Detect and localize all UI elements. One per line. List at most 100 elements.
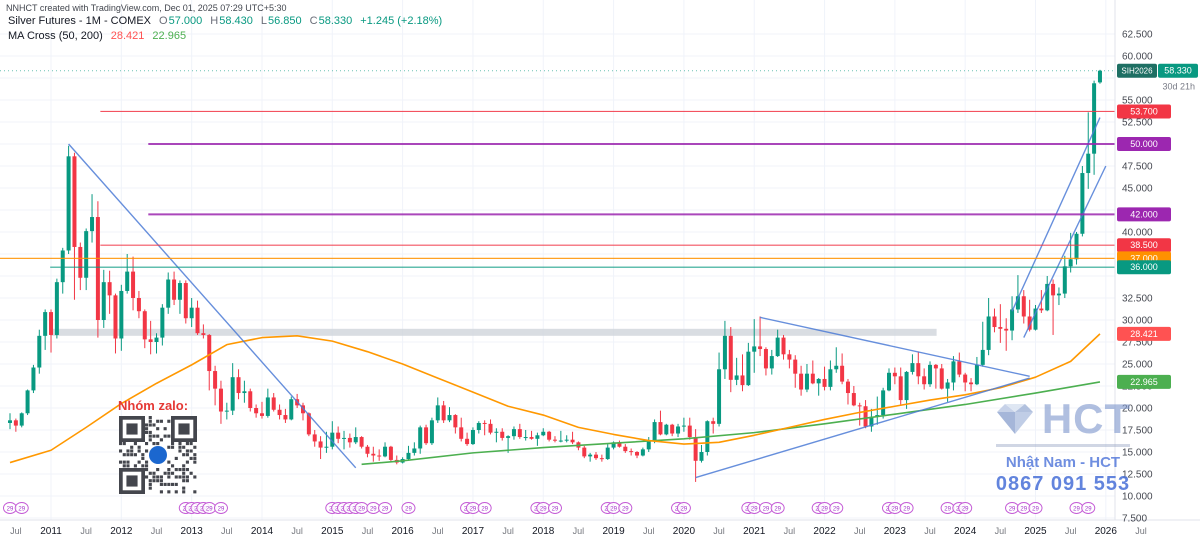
event-marker[interactable]: 29 bbox=[401, 502, 416, 514]
indicator-title[interactable]: MA Cross (50, 200) bbox=[8, 30, 103, 42]
symbol-title[interactable]: Silver Futures - 1M - COMEX bbox=[8, 15, 152, 27]
candle bbox=[658, 410, 663, 436]
svg-text:Jul: Jul bbox=[924, 526, 936, 536]
candle bbox=[840, 353, 845, 385]
event-marker[interactable]: 29 bbox=[676, 502, 691, 514]
svg-text:29: 29 bbox=[552, 507, 559, 513]
event-marker[interactable]: 29 bbox=[3, 502, 17, 514]
candle bbox=[529, 430, 534, 440]
hct-logo: HCT bbox=[968, 396, 1158, 441]
candle bbox=[646, 437, 651, 452]
event-marker[interactable]: 29 bbox=[606, 502, 621, 514]
candle bbox=[31, 364, 36, 394]
candle bbox=[201, 324, 206, 339]
candle bbox=[1092, 80, 1097, 175]
event-marker[interactable]: 29 bbox=[747, 502, 762, 514]
candle bbox=[95, 201, 100, 338]
svg-text:Jul: Jul bbox=[221, 526, 233, 536]
candle bbox=[781, 334, 786, 360]
candle bbox=[365, 444, 370, 458]
trend-line-channel-lower[interactable] bbox=[1023, 165, 1107, 338]
price-label-42.000[interactable] bbox=[1117, 207, 1171, 222]
event-marker[interactable]: 29 bbox=[758, 502, 773, 514]
event-marker[interactable]: 29 bbox=[1069, 502, 1084, 514]
candle bbox=[1015, 275, 1020, 313]
candle bbox=[582, 445, 587, 459]
svg-text:2021: 2021 bbox=[743, 526, 766, 537]
event-marker[interactable]: 29 bbox=[770, 502, 785, 514]
candle bbox=[769, 349, 774, 375]
event-marker[interactable]: 29 bbox=[829, 502, 844, 514]
contract-symbol-badge[interactable] bbox=[1117, 63, 1157, 78]
svg-text:42.000: 42.000 bbox=[1130, 209, 1158, 219]
support-zone[interactable] bbox=[50, 328, 937, 336]
candle bbox=[717, 352, 722, 427]
candle bbox=[342, 430, 347, 450]
price-label-38.500[interactable] bbox=[1117, 238, 1171, 253]
event-marker[interactable]: 29 bbox=[465, 502, 480, 514]
event-marker[interactable]: 29 bbox=[547, 502, 562, 514]
ma50-price-label[interactable] bbox=[1117, 326, 1171, 341]
last-price-badge[interactable] bbox=[1158, 63, 1198, 78]
svg-text:29: 29 bbox=[7, 507, 14, 513]
ma50-line[interactable] bbox=[9, 333, 1101, 464]
trend-line-triangle-lower[interactable] bbox=[695, 377, 1030, 479]
open-pair: O 57.000 bbox=[159, 15, 202, 27]
candle bbox=[635, 451, 640, 459]
price-label-53.700[interactable] bbox=[1117, 104, 1171, 119]
svg-text:15.000: 15.000 bbox=[1122, 448, 1153, 459]
svg-text:2018: 2018 bbox=[532, 526, 555, 537]
event-marker[interactable]: 29 bbox=[1005, 502, 1020, 514]
svg-text:Jul: Jul bbox=[643, 526, 655, 536]
candle bbox=[166, 272, 171, 314]
candle bbox=[459, 417, 464, 442]
event-marker[interactable]: 29 bbox=[213, 502, 228, 514]
event-marker[interactable]: 29 bbox=[1016, 502, 1031, 514]
event-marker[interactable]: 29 bbox=[14, 502, 29, 514]
contract-countdown: 30d 21h bbox=[1162, 82, 1195, 92]
candle bbox=[740, 354, 745, 392]
time-scale[interactable]: Jul 2011 Jul 2012 Jul 2013 Jul 2014 Jul 2015 Jul 20… bbox=[10, 526, 1147, 537]
candle bbox=[347, 433, 352, 448]
event-marker[interactable]: 29 bbox=[536, 502, 551, 514]
candle bbox=[599, 454, 604, 462]
trend-line-downtrend-2011-2015[interactable] bbox=[68, 143, 357, 469]
svg-text:20.000: 20.000 bbox=[1122, 404, 1153, 415]
event-marker[interactable]: 29 bbox=[940, 502, 955, 514]
event-marker[interactable]: 29 bbox=[378, 502, 393, 514]
event-marker[interactable]: 29 bbox=[618, 502, 633, 514]
event-marker[interactable]: 29 bbox=[366, 502, 381, 514]
event-marker[interactable]: 29 bbox=[887, 502, 902, 514]
event-marker[interactable]: 29 bbox=[1028, 502, 1043, 514]
candle bbox=[242, 380, 247, 403]
event-marker[interactable]: 29 bbox=[1081, 502, 1096, 514]
ma200-price-label[interactable] bbox=[1117, 374, 1171, 389]
event-marker[interactable]: 29 bbox=[899, 502, 914, 514]
candle bbox=[746, 342, 751, 386]
event-marker[interactable]: 29 bbox=[477, 502, 492, 514]
candle bbox=[910, 354, 915, 375]
event-marker[interactable]: 29 bbox=[202, 502, 217, 514]
open-value: 57.000 bbox=[168, 15, 203, 27]
svg-text:29: 29 bbox=[833, 507, 840, 513]
candle bbox=[136, 290, 141, 319]
candle bbox=[224, 402, 229, 420]
trend-line-triangle-upper[interactable] bbox=[759, 316, 1030, 378]
event-marker[interactable]: 29 bbox=[958, 502, 973, 514]
svg-text:29: 29 bbox=[218, 507, 225, 513]
candle bbox=[72, 152, 77, 300]
price-label-36.000[interactable] bbox=[1117, 260, 1171, 275]
event-marker[interactable]: 29 bbox=[817, 502, 832, 514]
candle bbox=[728, 327, 733, 393]
candle bbox=[535, 432, 540, 446]
candle bbox=[1074, 232, 1079, 265]
candle bbox=[195, 300, 200, 335]
price-label-50.000[interactable] bbox=[1117, 137, 1171, 151]
event-marker[interactable]: 29 bbox=[354, 502, 369, 514]
svg-text:29: 29 bbox=[470, 507, 477, 513]
candle bbox=[617, 440, 622, 448]
candle bbox=[1004, 318, 1009, 351]
candle bbox=[476, 421, 481, 434]
ma200-line[interactable] bbox=[361, 381, 1101, 466]
